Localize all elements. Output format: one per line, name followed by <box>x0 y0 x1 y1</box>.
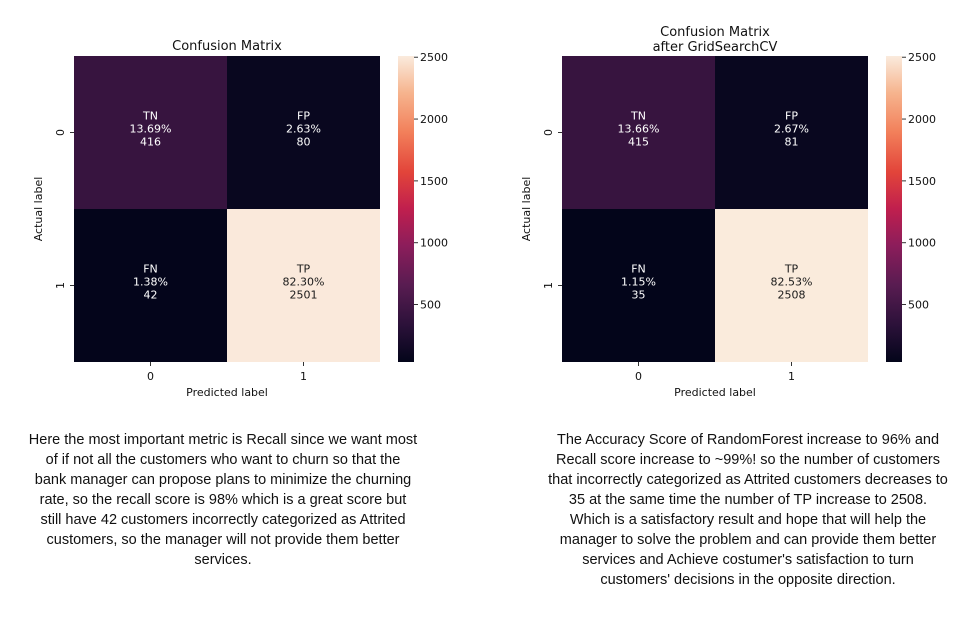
cell-tn-count: 416 <box>140 136 161 149</box>
caption-left: Here the most important metric is Recall… <box>28 432 418 568</box>
confusion-matrix-chart: Confusion Matrix TN 13.69% 416 FP 2.63% 80 FN 1.… <box>0 0 488 420</box>
cell-fn-pct: 1.15% <box>621 276 656 289</box>
colorbar-tick-label: 1500 <box>908 175 936 188</box>
cell-tp-pct: 82.30% <box>283 276 325 289</box>
y-tick-label: 1 <box>542 282 555 289</box>
colorbar-tick-label: 500 <box>420 299 441 312</box>
cell-tn-pct: 13.66% <box>618 123 660 136</box>
cell-fp <box>227 56 380 209</box>
colorbar <box>886 56 902 362</box>
cell-fp-count: 81 <box>785 136 799 149</box>
x-tick-label: 1 <box>300 370 307 383</box>
cell-tn-pct: 13.69% <box>130 123 172 136</box>
cell-fp-label: FP <box>297 110 310 123</box>
cell-fn-label: FN <box>143 263 158 276</box>
cell-tp-count: 2501 <box>290 289 318 302</box>
caption-right: The Accuracy Score of RandomForest incre… <box>548 432 948 588</box>
y-axis-label: Actual label <box>520 177 533 242</box>
colorbar-tick-label: 500 <box>908 299 929 312</box>
cell-tp-pct: 82.53% <box>771 276 813 289</box>
colorbar-tick-label: 1500 <box>420 175 448 188</box>
cell-fn-label: FN <box>631 263 646 276</box>
y-tick-label: 0 <box>54 129 67 136</box>
cell-tp-label: TP <box>784 263 799 276</box>
colorbar-tick-label: 2000 <box>420 113 448 126</box>
colorbar-tick-label: 2000 <box>908 113 936 126</box>
confusion-matrix-gridsearch-chart: Confusion Matrix after GridSearchCV TN 13.6… <box>488 0 976 420</box>
cell-tn <box>74 56 227 209</box>
x-tick-label: 1 <box>788 370 795 383</box>
cell-tn-count: 415 <box>628 136 649 149</box>
cell-tn <box>562 56 715 209</box>
y-tick-label: 0 <box>542 129 555 136</box>
colorbar-tick-label: 2500 <box>908 51 936 64</box>
cell-fp-label: FP <box>785 110 798 123</box>
colorbar <box>398 56 414 362</box>
x-tick-label: 0 <box>147 370 154 383</box>
cell-fn <box>562 209 715 362</box>
cell-fp-pct: 2.63% <box>286 123 321 136</box>
cell-tn-label: TN <box>630 110 646 123</box>
colorbar-tick-label: 1000 <box>420 237 448 250</box>
cell-tp-label: TP <box>296 263 311 276</box>
chart-title: Confusion Matrix <box>172 39 282 54</box>
x-axis-label: Predicted label <box>186 386 268 399</box>
chart-title: Confusion Matrix <box>660 25 770 40</box>
cell-fp <box>715 56 868 209</box>
colorbar-tick-label: 2500 <box>420 51 448 64</box>
chart-title: after GridSearchCV <box>653 40 778 55</box>
cell-fn-count: 42 <box>144 289 158 302</box>
cell-fp-pct: 2.67% <box>774 123 809 136</box>
cell-tp <box>227 209 380 362</box>
colorbar-tick-label: 1000 <box>908 237 936 250</box>
x-tick-label: 0 <box>635 370 642 383</box>
x-axis-label: Predicted label <box>674 386 756 399</box>
cell-fn <box>74 209 227 362</box>
cell-tp-count: 2508 <box>778 289 806 302</box>
cell-tn-label: TN <box>142 110 158 123</box>
cell-fn-count: 35 <box>632 289 646 302</box>
cell-fp-count: 80 <box>297 136 311 149</box>
cell-fn-pct: 1.38% <box>133 276 168 289</box>
y-axis-label: Actual label <box>32 177 45 242</box>
y-tick-label: 1 <box>54 282 67 289</box>
cell-tp <box>715 209 868 362</box>
